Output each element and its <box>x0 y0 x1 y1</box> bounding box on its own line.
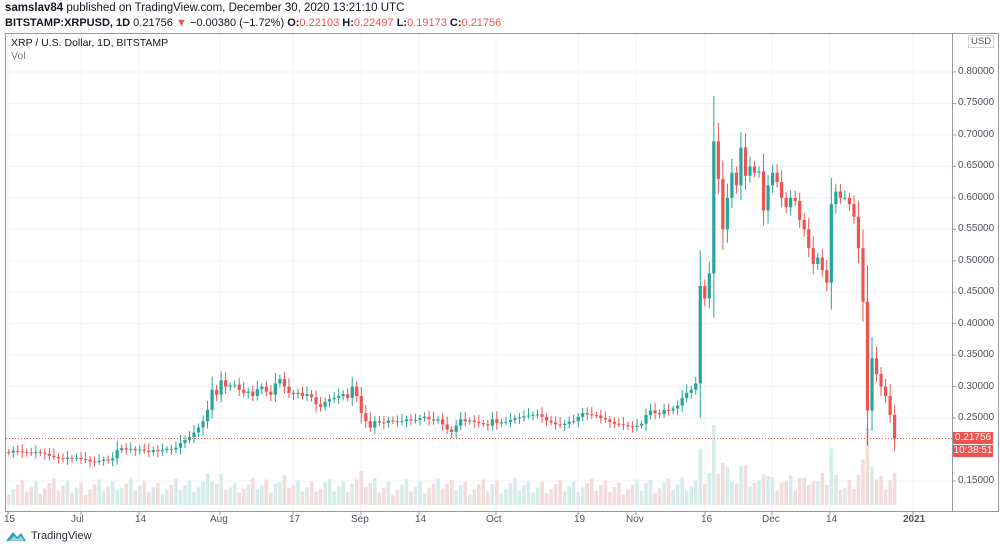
price-label: 0.60000 <box>958 191 995 203</box>
price-label: 0.15000 <box>958 474 995 486</box>
brand-name: TradingView <box>31 530 92 542</box>
time-label: Oct <box>486 514 502 525</box>
price-label: 0.80000 <box>958 66 995 77</box>
high-value: 0.22497 <box>353 17 394 29</box>
price-label: 0.40000 <box>958 317 995 329</box>
tradingview-logo[interactable]: TradingView <box>5 529 92 543</box>
price-label: 0.55000 <box>958 223 995 235</box>
time-label: 17 <box>289 514 301 525</box>
time-label: 14 <box>415 514 427 525</box>
price-axis-separator <box>952 33 953 512</box>
time-label: 2021 <box>903 514 926 525</box>
price-label: 0.70000 <box>958 128 995 140</box>
author[interactable]: samslav84 <box>5 2 64 14</box>
time-label: 19 <box>574 514 586 525</box>
volume-legend: Vol <box>11 50 26 62</box>
close-value: 0.21756 <box>461 17 502 29</box>
price-label: 0.50000 <box>958 254 995 266</box>
time-label: 15 <box>4 514 16 525</box>
high-label: H: <box>342 17 354 29</box>
price-label: 0.75000 <box>958 97 995 109</box>
price-label: 0.45000 <box>958 286 995 298</box>
countdown-tag: 10:38:51 <box>953 445 993 457</box>
price-change: −0.00380 (−1.72%) <box>189 17 285 29</box>
time-label: 16 <box>701 514 713 525</box>
chart-legend: XRP / U.S. Dollar, 1D, BITSTAMP Vol <box>11 37 168 62</box>
time-label: 14 <box>135 514 147 525</box>
price-label: 0.25000 <box>958 412 995 424</box>
open-value: 0.22103 <box>299 17 340 29</box>
time-label: Sep <box>351 514 369 525</box>
price-label: 0.35000 <box>958 349 995 361</box>
time-label: Jul <box>71 514 84 525</box>
last-price: 0.21756 <box>133 17 173 29</box>
low-label: L: <box>396 17 408 29</box>
low-value: 0.19173 <box>407 17 447 29</box>
symbol-name: BITSTAMP:XRPUSD, 1D <box>5 17 131 29</box>
time-label: 14 <box>826 514 838 525</box>
current-price-tag: 0.21756 <box>953 432 993 444</box>
publish-info: samslav84 published on TradingView.com, … <box>5 2 404 14</box>
volume-bars <box>6 425 897 505</box>
down-arrow-icon: ▼ <box>175 17 187 29</box>
symbol-ohlc-bar: BITSTAMP:XRPUSD, 1D 0.21756 ▼ −0.00380 (… <box>5 17 501 29</box>
time-label: Dec <box>762 514 780 525</box>
currency-label[interactable]: USD <box>968 35 995 48</box>
candles <box>7 96 897 468</box>
time-axis-separator <box>5 511 999 512</box>
time-label: Nov <box>626 514 644 525</box>
tradingview-logo-icon <box>6 532 26 541</box>
open-label: O: <box>287 17 300 29</box>
price-label: 0.65000 <box>958 160 995 172</box>
price-label: 0.30000 <box>958 380 995 392</box>
close-label: C: <box>449 17 462 29</box>
published-text: published on TradingView.com, December 3… <box>66 2 405 14</box>
series-title: XRP / U.S. Dollar, 1D, BITSTAMP <box>11 37 169 49</box>
time-label: Aug <box>210 514 228 525</box>
